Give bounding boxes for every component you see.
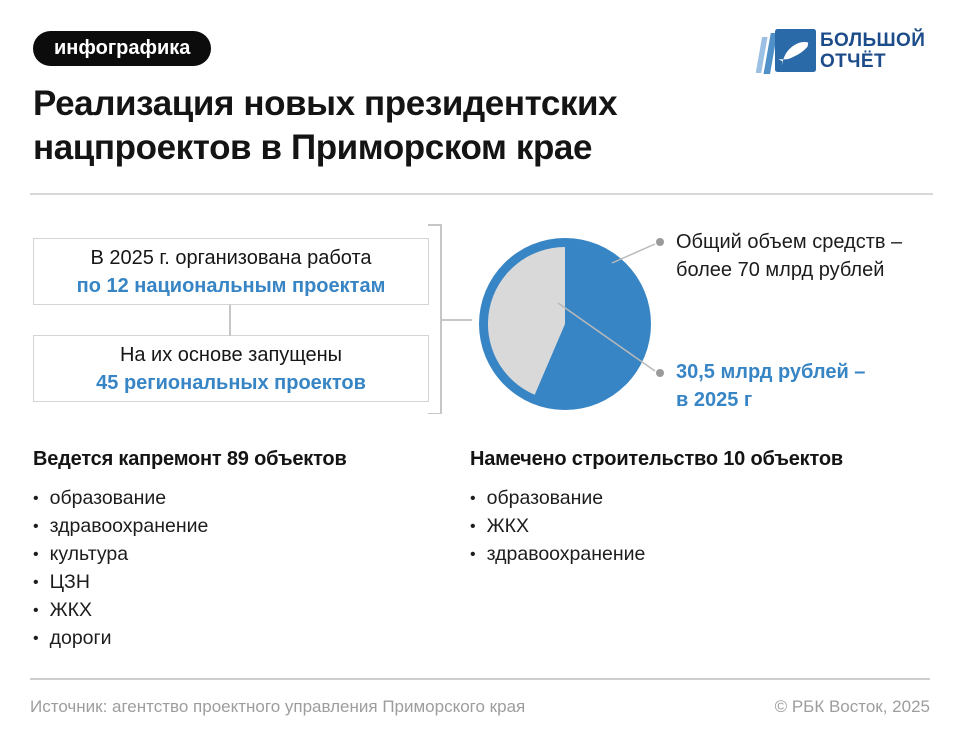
list-item: • ЖКХ [470,513,843,541]
flow-box-2-black-line: На их основе запущены [119,344,343,366]
list-capremont-heading: Ведется капремонт 89 объектов [33,448,347,470]
list-item-label: дороги [49,627,112,649]
footer-source: Источник: агентство проектного управлени… [30,697,526,716]
bracket-bottom-tick [428,412,441,414]
footer-divider [30,678,930,680]
bullet-icon: • [33,630,39,647]
flow-box-1-black-line: В 2025 г. организована работа [90,247,372,269]
callout-total-funds: Общий объем средств – более 70 млрд рубл… [676,228,902,284]
list-item: • образование [33,485,347,513]
list-capremont: Ведется капремонт 89 объектов • образован… [33,448,347,653]
pie-leader-lines [557,238,664,377]
callout-2025-line-1: 30,5 млрд рублей – [676,361,866,383]
page-title-line-2: нацпроектов в Приморском крае [33,128,593,167]
box-connector-vertical [229,305,231,336]
leader-dot-total [656,238,664,246]
list-construction-items: • образование • ЖКХ • здравоохранение [470,485,843,569]
bullet-icon: • [470,518,476,535]
bullet-icon: • [33,518,39,535]
logo-pages-fish-icon [756,29,816,74]
list-item-label: образование [49,487,167,509]
list-item: • здравоохранение [33,513,347,541]
leader-dot-2025 [656,369,664,377]
list-item: • здравоохранение [470,541,843,569]
list-construction: Намечено строительство 10 объектов • обра… [470,448,843,569]
leader-line-total [611,243,656,264]
list-item: • ЦЗН [33,569,347,597]
footer-copyright: © РБК Восток, 2025 [774,697,930,716]
list-item-label: ЖКХ [486,515,529,537]
page-title: Реализация новых президентских нацпроект… [33,82,618,170]
leader-line-2025 [557,302,656,372]
flow-box-national-projects: В 2025 г. организована работа по 12 наци… [33,238,429,305]
infographic-badge: инфографика [33,31,212,66]
fish-glyph [778,41,809,66]
flow-box-1-blue-line: по 12 национальным проектам [76,275,386,297]
bracket-to-pie-stub [440,319,472,321]
logo-line-1: БОЛЬШОЙ [820,30,926,51]
list-item-label: ЖКХ [49,599,92,621]
pie-chart [479,238,651,410]
callout-total-line-1: Общий объем средств – [676,231,903,253]
list-item: • образование [470,485,843,513]
bullet-icon: • [33,574,39,591]
bullet-icon: • [33,602,39,619]
header-divider [30,193,933,195]
callout-2025-line-2: в 2025 г [676,389,753,411]
bullet-icon: • [470,546,476,563]
logo-line-2: ОТЧЁТ [820,51,887,72]
flow-box-regional-projects: На их основе запущены 45 региональных пр… [33,335,429,402]
page-title-line-1: Реализация новых президентских [33,84,618,123]
list-capremont-items: • образование • здравоохранение • культура … [33,485,347,653]
list-item-label: культура [49,543,129,565]
bullet-icon: • [33,490,39,507]
callout-2025-funds: 30,5 млрд рублей – в 2025 г [676,358,865,414]
bracket-top-tick [428,224,441,226]
pie-slice-gray [487,247,565,395]
flow-box-2-blue-line: 45 региональных проектов [96,372,366,394]
list-item: • ЖКХ [33,597,347,625]
bullet-icon: • [33,546,39,563]
list-item-label: здравоохранение [49,515,209,537]
callout-total-line-2: более 70 млрд рублей [676,259,885,281]
logo-wordmark: БОЛЬШОЙ ОТЧЁТ [820,30,925,72]
bullet-icon: • [470,490,476,507]
list-item: • культура [33,541,347,569]
list-construction-heading: Намечено строительство 10 объектов [470,448,843,470]
list-item-label: ЦЗН [49,571,90,593]
list-item-label: образование [486,487,604,509]
list-item-label: здравоохранение [486,543,646,565]
list-item: • дороги [33,625,347,653]
